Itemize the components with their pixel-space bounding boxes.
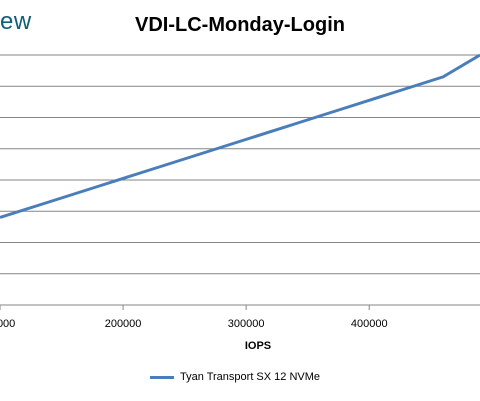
- chart-title: VDI-LC-Monday-Login: [135, 14, 345, 36]
- chart-legend: Tyan Transport SX 12 NVMe: [150, 371, 320, 383]
- x-tick-label: 200000: [105, 318, 142, 330]
- x-axis-label: IOPS: [245, 340, 271, 352]
- x-tick-label: 00000: [0, 318, 15, 330]
- legend-label: Tyan Transport SX 12 NVMe: [180, 371, 321, 383]
- brand-logo-text: ew: [0, 8, 32, 35]
- x-tick-label: 300000: [228, 318, 265, 330]
- x-tick-label: 400000: [351, 318, 388, 330]
- legend-swatch-line: [150, 375, 174, 379]
- series-line: [0, 53, 480, 219]
